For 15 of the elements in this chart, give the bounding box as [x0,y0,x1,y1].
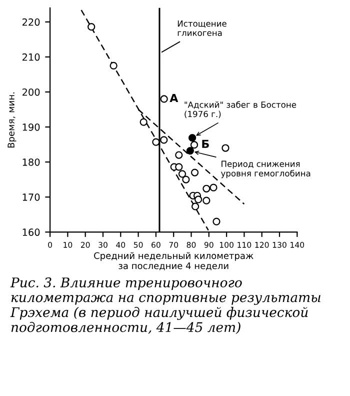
y-axis-title: Время, мин. [8,92,16,148]
x-axis-title: Средний недельный километраж за последние 4 недели [94,252,254,270]
ref-line-label: Истощение гликогена [178,20,226,36]
annotation: Б [202,140,209,148]
y-tick-label: 210 [22,53,40,61]
annotation: Период снижения уровня гемоглобина [220,160,310,178]
y-tick-label: 190 [22,123,40,131]
y-tick-label: 160 [22,228,40,236]
y-tick-label: 180 [22,158,40,166]
y-tick-label: 170 [22,194,40,201]
y-tick-label: 200 [22,88,40,96]
text: Рис. 3. Влияние тренировочного километража на спортивные результаты Грэхема (в период наилучшей физической подготовленности, 41—45 лет) [10,277,320,334]
y-tick-label: 220 [22,18,40,26]
annotation: "Адский" забег в Бостоне (1976 г.) [184,101,296,118]
annotation: А [170,94,178,102]
